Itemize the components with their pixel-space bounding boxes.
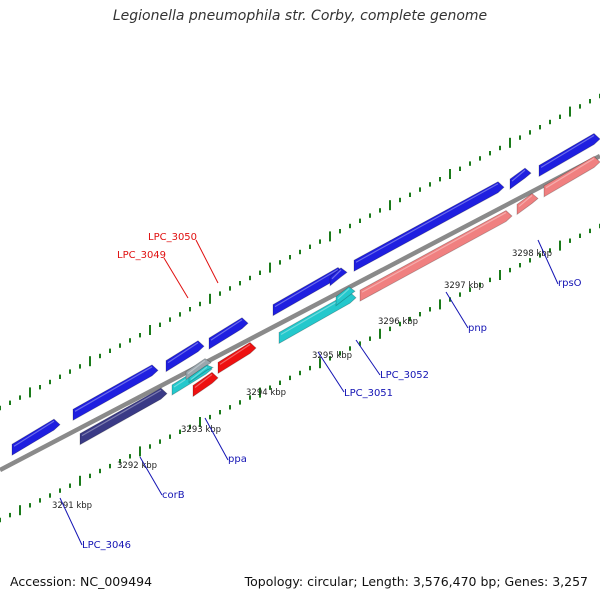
gene-pnp bbox=[353, 181, 505, 272]
gene-lpc3052b bbox=[335, 286, 356, 307]
topology-summary: Topology: circular; Length: 3,576,470 bp… bbox=[244, 574, 588, 589]
gene-rpsO-neighbor bbox=[538, 133, 600, 178]
gene-lpc3049-gray bbox=[185, 358, 212, 381]
kbp-tick-label: 3298 kbp bbox=[512, 249, 552, 259]
gene-label: ppa bbox=[228, 454, 247, 465]
gene-lpc3048 bbox=[165, 340, 205, 373]
gene-pnp-highlight bbox=[355, 183, 499, 263]
gene-label-leader bbox=[163, 257, 189, 299]
gene-lpc3048-highlight bbox=[167, 342, 199, 364]
gene-rpsO bbox=[516, 192, 539, 216]
genome-backbone bbox=[0, 154, 600, 472]
gene-rpsO-b bbox=[543, 156, 600, 198]
gene-label: LPC_3051 bbox=[344, 388, 393, 399]
gene-lpc3049-highlight bbox=[194, 373, 213, 388]
gene-label: corB bbox=[162, 490, 185, 501]
gene-label-leader bbox=[317, 351, 345, 393]
gene-label: rpsO bbox=[558, 278, 582, 289]
gene-lpc3050-red bbox=[217, 342, 257, 375]
kbp-tick-label: 3296 kbp bbox=[378, 317, 418, 327]
gene-rpsO-b-highlight bbox=[545, 157, 595, 189]
gene-rpsO-highlight bbox=[518, 194, 533, 207]
gene-upstream bbox=[509, 167, 532, 190]
gene-lpc3051-highlight bbox=[274, 268, 339, 308]
gene-corB bbox=[79, 387, 168, 446]
kbp-tick-label: 3293 kbp bbox=[181, 425, 221, 435]
gene-label: pnp bbox=[468, 323, 487, 334]
gene-pnp-rna-highlight bbox=[361, 212, 507, 293]
gene-lpc3047 bbox=[72, 364, 159, 421]
gene-label-leader bbox=[195, 239, 219, 284]
gene-lpc3049 bbox=[192, 371, 219, 398]
gene-lpc3046-highlight bbox=[13, 420, 55, 447]
kbp-tick-label: 3292 kbp bbox=[117, 461, 157, 471]
gene-label-leader bbox=[59, 497, 83, 546]
gene-lpc3050 bbox=[208, 317, 249, 350]
gene-lpc3050-highlight bbox=[210, 319, 243, 341]
kbp-tick-label: 3291 kbp bbox=[52, 501, 92, 511]
gene-lpc3049-cyan bbox=[188, 364, 215, 384]
gene-lpc3049-cyan-highlight bbox=[190, 366, 208, 381]
accession-text: Accession: NC_009494 bbox=[10, 574, 153, 589]
gene-lpc3052b-highlight bbox=[337, 288, 350, 300]
gene-label-leader bbox=[139, 456, 163, 496]
gene-pnp-rna bbox=[359, 210, 513, 302]
map-title: Legionella pneumophila str. Corby, compl… bbox=[112, 8, 488, 24]
gene-lpc3050-red-highlight bbox=[219, 344, 251, 365]
gene-lpc3051b-highlight bbox=[331, 269, 342, 280]
gene-lpc3051b bbox=[329, 267, 348, 287]
gene-lpc3046 bbox=[11, 418, 61, 456]
gene-rpsO-neighbor-highlight bbox=[540, 134, 595, 168]
gene-label: LPC_3046 bbox=[82, 540, 131, 551]
gene-label-leader bbox=[204, 417, 229, 461]
gene-label-leader bbox=[537, 239, 559, 285]
kbp-tick-label: 3297 kbp bbox=[444, 281, 484, 291]
gene-upstream-highlight bbox=[511, 169, 526, 182]
gene-label: LPC_3052 bbox=[380, 370, 429, 381]
gene-corB-highlight bbox=[81, 389, 162, 437]
gene-label: LPC_3050 bbox=[148, 232, 197, 243]
gene-label-leader bbox=[445, 291, 469, 329]
gene-lpc3047-highlight bbox=[74, 366, 153, 412]
kbp-tick-label: 3295 kbp bbox=[312, 351, 352, 361]
kbp-tick-label: 3294 kbp bbox=[246, 388, 286, 398]
gene-label: LPC_3049 bbox=[117, 250, 166, 261]
gene-label-leader bbox=[355, 339, 381, 376]
gene-lpc3049-gray-highlight bbox=[187, 360, 206, 375]
